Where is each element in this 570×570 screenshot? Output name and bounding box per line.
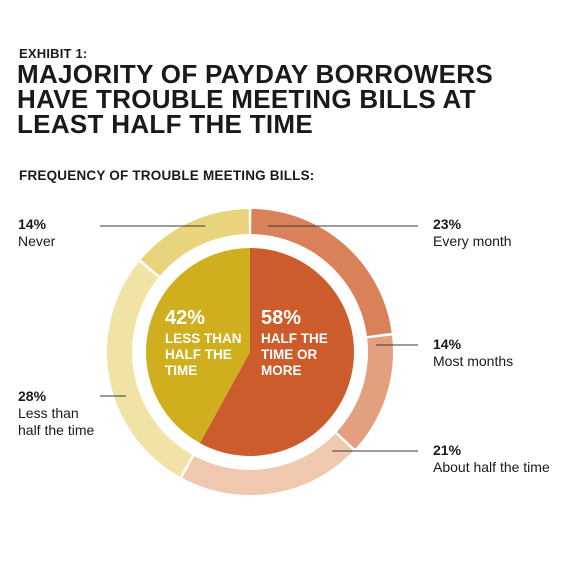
outer-label-most-months: Most months — [433, 353, 513, 369]
inner-label-half-the-time-or-more: HALF THE — [261, 331, 328, 346]
chart-title: MAJORITY OF PAYDAY BORROWERS HAVE TROUBL… — [17, 59, 494, 139]
outer-slice-never — [140, 209, 249, 276]
outer-pct-never: 14% — [18, 216, 47, 232]
inner-label-less-than-half-the-time: LESS THAN — [165, 331, 242, 346]
inner-label-less-than-half-the-time: HALF THE — [165, 347, 232, 362]
outer-slice-every-month — [251, 209, 392, 337]
outer-pct-most-months: 14% — [433, 336, 462, 352]
chart-subtitle: FREQUENCY OF TROUBLE MEETING BILLS: — [19, 168, 315, 183]
inner-slice-less-than-half-the-time — [145, 248, 250, 444]
outer-label-about-half-the-time: About half the time — [433, 459, 550, 475]
outer-slice-most-months — [336, 335, 393, 449]
leader-lines — [100, 225, 418, 452]
exhibit-label: EXHIBIT 1: — [19, 46, 88, 61]
inner-label-less-than-half-the-time: TIME — [165, 363, 197, 378]
inner-pct-half-the-time-or-more: 58% — [261, 307, 301, 329]
outer-slice-about-half-the-time — [182, 433, 354, 495]
outer-pct-about-half-the-time: 21% — [433, 442, 462, 458]
outer-pct-every-month: 23% — [433, 216, 462, 232]
outer-label-every-month: Every month — [433, 233, 512, 249]
outer-slice-less-than-half-the-time — [106, 261, 193, 477]
inner-label-half-the-time-or-more: TIME OR — [261, 347, 317, 362]
inner-pie — [145, 248, 354, 456]
outer-pct-less-than-half-the-time: 28% — [18, 388, 47, 404]
inner-label-half-the-time-or-more: MORE — [261, 363, 302, 378]
inner-pct-less-than-half-the-time: 42% — [165, 307, 205, 329]
inner-slice-half-the-time-or-more — [199, 248, 354, 456]
outer-label-less-than-half-the-time: half the time — [18, 422, 94, 438]
outer-label-less-than-half-the-time: Less than — [18, 405, 79, 421]
outer-ring — [106, 209, 393, 495]
outer-label-never: Never — [18, 233, 56, 249]
